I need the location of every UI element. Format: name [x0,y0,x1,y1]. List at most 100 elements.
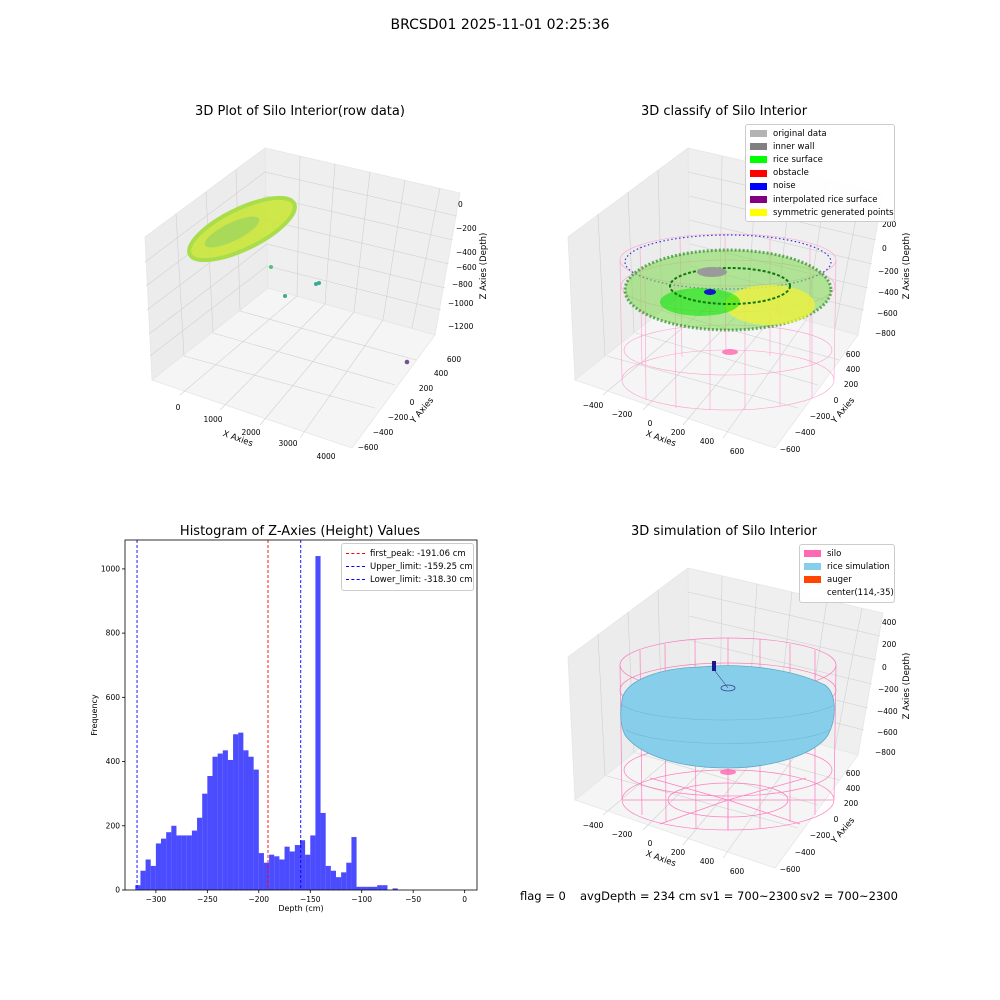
histogram-bar [305,854,311,890]
legend-label: Lower_limit: -318.30 cm [370,574,473,585]
classify-xtick: 0 [648,419,653,428]
classify-ztick: −200 [878,267,899,276]
histogram-bars [135,556,398,890]
sim-ztick: −400 [877,707,898,716]
x-tick-label: −150 [300,895,321,904]
x-tick-label: 0 [462,895,467,904]
histogram-bar [181,835,187,890]
sim-ytick: 400 [846,784,861,793]
simulation-legend: silo rice simulation auger center(114,-3… [799,544,895,603]
raw-ytick: 400 [434,369,449,378]
histogram-bar [366,886,373,890]
x-tick-label: −50 [405,895,421,904]
histogram-x-ticks: −300 −250 −200 −150 −100 −50 0 [146,890,467,904]
histogram-bar [135,885,141,890]
legend-entry: Lower_limit: -318.30 cm [346,573,473,586]
classify-xtick: −400 [583,401,604,410]
auger [712,661,736,692]
legend-swatch [804,550,821,558]
sim-xtick: 600 [730,867,745,876]
legend-entry: auger [804,573,890,586]
histogram-bar [212,756,218,890]
y-tick-label: 800 [106,629,121,638]
histogram-bar [186,835,192,890]
legend-label: inner wall [773,141,815,152]
histogram-bar [258,853,264,890]
legend-swatch [750,143,767,151]
histogram-bar [166,832,172,890]
legend-swatch [750,156,767,164]
legend-entry: noise [750,180,890,193]
x-tick-label: −250 [197,895,218,904]
raw-xtick: 4000 [316,452,335,461]
legend-label: symmetric generated points [773,207,894,218]
histogram-bar [377,885,383,890]
histogram-bar [197,817,203,890]
histogram-xlabel: Depth (cm) [278,904,323,913]
histogram-bar [253,769,259,890]
legend-swatch [750,130,767,138]
raw-zlabel: Z Axies (Depth) [479,233,489,300]
raw-point-cloud [187,195,410,365]
classify-ytick: 200 [844,380,859,389]
y-tick-label: 1000 [101,564,120,573]
sim-xtick: 0 [648,839,653,848]
raw-ztick: −800 [452,280,473,289]
classify-ztick: −800 [875,329,896,338]
histogram-bar [161,838,167,890]
sim-ztick: 400 [882,618,897,627]
silo-center-marker [720,769,736,775]
y-tick-label: 400 [106,757,121,766]
x-tick-label: −300 [146,895,167,904]
legend-entry: obstacle [750,167,890,180]
legend-entry: rice surface [750,153,890,166]
legend-label: center(114,-35) [827,588,894,599]
histogram-bar [207,776,213,890]
rice-simulation-surface [620,665,835,769]
histogram-bar [176,835,182,890]
sim-ytick: −200 [810,831,831,840]
classify-legend: original data inner wall rice surface ob… [745,124,895,223]
classify-xtick: 600 [730,447,745,456]
legend-line-swatch [346,579,365,581]
legend-label: first_peak: -191.06 cm [370,548,466,559]
flag-status: flag = 0 [520,889,566,903]
classify-zlabel: Z Axies (Depth) [902,233,912,300]
raw-ytick: 600 [447,355,462,364]
histogram-bar [356,886,362,890]
classify-ztick: −400 [878,288,899,297]
histogram-title: Histogram of Z-Axies (Height) Values [179,524,421,539]
histogram-bar [217,753,223,890]
legend-swatch [804,576,821,584]
y-tick-label: 600 [106,693,121,702]
sim-ytick: −600 [780,865,801,874]
raw-ztick: −400 [456,248,477,257]
raw-ztick: −1200 [448,322,474,331]
classify-xtick: 400 [700,437,715,446]
histogram-bar [233,734,239,890]
legend-label: rice surface [773,154,823,165]
histogram-bar [392,888,398,890]
legend-label: obstacle [773,168,809,179]
legend-swatch [750,169,767,177]
x-tick-label: −100 [351,895,372,904]
histogram-bar [382,885,388,890]
histogram-bar [155,843,162,890]
histogram-bar [310,835,316,890]
sim-xtick: −200 [612,830,633,839]
histogram-bar [238,732,244,890]
histogram-bar [294,845,300,890]
raw-ztick: −600 [456,263,477,272]
classify-ztick: 200 [882,220,897,229]
simulation-plot-title: 3D simulation of Silo Interior [631,524,817,539]
avg-depth-status: avgDepth = 234 cm [580,889,697,903]
legend-label: auger [827,574,852,585]
histogram-bar [361,886,367,890]
legend-entry: rice simulation [804,560,890,573]
legend-entry: center(114,-35) [804,587,894,600]
sim-ztick: −200 [878,685,899,694]
legend-entry: Upper_limit: -159.25 cm [346,560,473,573]
sim-ztick: 200 [882,640,897,649]
